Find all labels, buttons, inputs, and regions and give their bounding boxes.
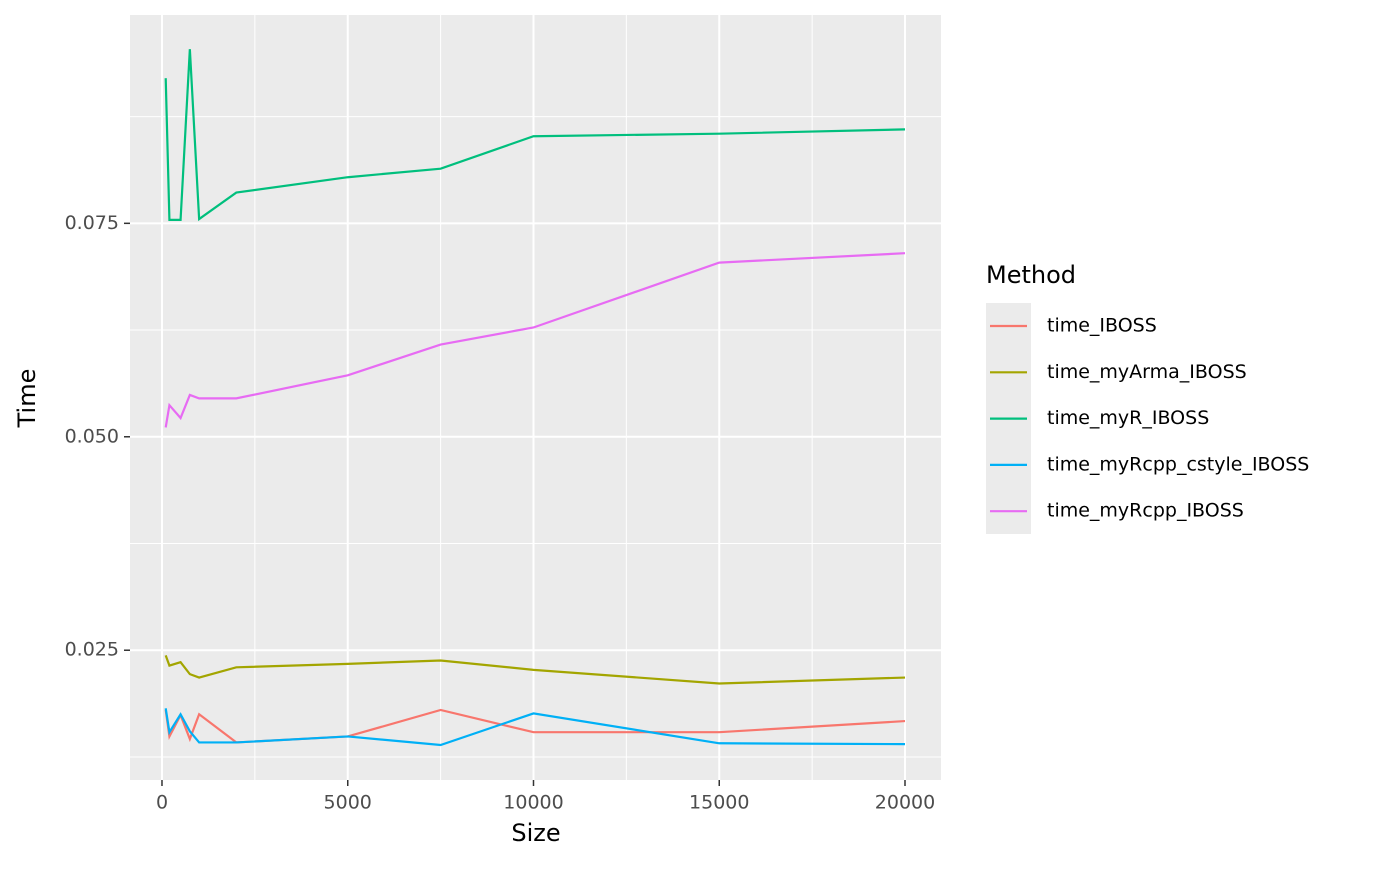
line — [164, 49, 906, 222]
y-tick-label: 0.025 — [65, 639, 119, 661]
legend-label: time_myArma_IBOSS — [1047, 361, 1247, 383]
panel — [130, 15, 941, 780]
y-tick-label: 0.075 — [65, 212, 119, 234]
legend-label: time_myRcpp_cstyle_IBOSS — [1047, 453, 1309, 475]
line — [164, 654, 906, 685]
line — [164, 252, 906, 428]
y-tick-label: 0.050 — [65, 425, 119, 447]
legend-title: Method — [986, 261, 1076, 289]
y-axis-title: Time — [13, 369, 41, 429]
x-tick-label: 20000 — [875, 792, 935, 814]
x-axis-title: Size — [511, 819, 560, 847]
x-tick-label: 10000 — [503, 792, 563, 814]
x-tick-label: 0 — [156, 792, 168, 814]
x-tick-label: 5000 — [324, 792, 372, 814]
legend-label: time_IBOSS — [1047, 315, 1157, 337]
line — [164, 708, 906, 747]
x-tick-label: 15000 — [689, 792, 749, 814]
legend-label: time_myR_IBOSS — [1047, 407, 1209, 429]
legend-label: time_myRcpp_IBOSS — [1047, 500, 1244, 522]
